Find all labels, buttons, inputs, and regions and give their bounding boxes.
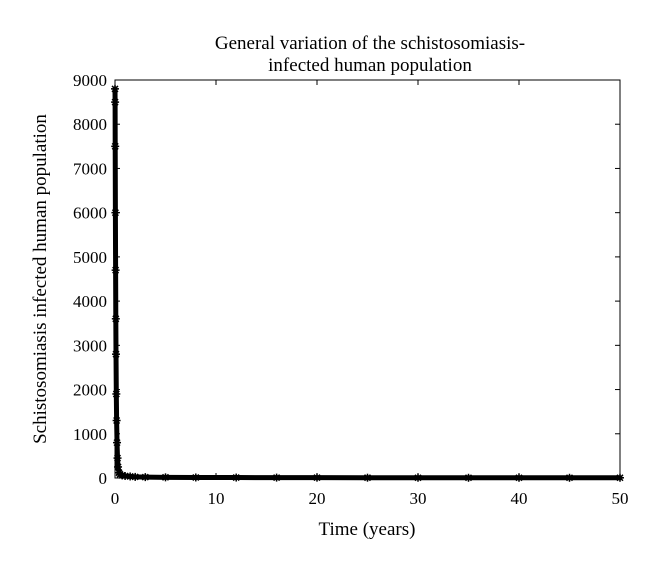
series-point (111, 208, 120, 217)
series-point (131, 472, 140, 481)
series-point (113, 438, 122, 447)
series-layer (111, 84, 624, 482)
y-tick-label: 8000 (73, 115, 107, 134)
x-tick-label: 10 (208, 489, 225, 508)
y-axis-ticks: 0 1000 2000 3000 4000 5000 6000 7000 8000 9000 (73, 71, 620, 488)
y-tick-label: 3000 (73, 336, 107, 355)
series-point (111, 98, 120, 107)
series-point (112, 389, 121, 398)
series-point (464, 473, 473, 482)
series-point (141, 473, 150, 482)
series-point (272, 473, 281, 482)
y-tick-label: 2000 (73, 381, 107, 400)
x-tick-label: 20 (309, 489, 326, 508)
x-tick-label: 40 (511, 489, 528, 508)
series-point (161, 473, 170, 482)
series-point (111, 314, 120, 323)
series-point (191, 473, 200, 482)
y-tick-label: 0 (99, 469, 108, 488)
series-point (112, 416, 121, 425)
series-point (313, 473, 321, 482)
y-axis-label: Schistosomiasis infected human populatio… (30, 114, 51, 444)
chart-title-line-1: General variation of the schistosomiasis… (215, 33, 525, 54)
series-line (112, 86, 623, 481)
x-tick-label: 30 (410, 489, 427, 508)
series-point (111, 142, 120, 151)
y-tick-label: 5000 (73, 248, 107, 267)
y-tick-label: 1000 (73, 425, 107, 444)
series-point (414, 473, 422, 482)
series-point (565, 473, 574, 482)
plot-area-frame (114, 79, 621, 479)
series-point (112, 350, 121, 359)
series-point (113, 454, 122, 463)
x-tick-label: 0 (111, 489, 120, 508)
series-point (616, 473, 624, 482)
y-tick-label: 4000 (73, 292, 107, 311)
x-axis-ticks: 0 10 20 30 40 50 (111, 80, 629, 508)
chart-title-line-2: infected human population (268, 55, 472, 76)
y-tick-label: 9000 (73, 71, 107, 90)
series-point (111, 84, 119, 93)
y-tick-label: 7000 (73, 159, 107, 178)
y-tick-label: 6000 (73, 204, 107, 223)
series-point (111, 266, 120, 275)
x-tick-label: 50 (612, 489, 629, 508)
series-point (515, 473, 523, 482)
x-axis-label: Time (years) (319, 519, 416, 540)
series-point (114, 462, 123, 471)
series-point (232, 473, 241, 482)
series-point (363, 473, 372, 482)
